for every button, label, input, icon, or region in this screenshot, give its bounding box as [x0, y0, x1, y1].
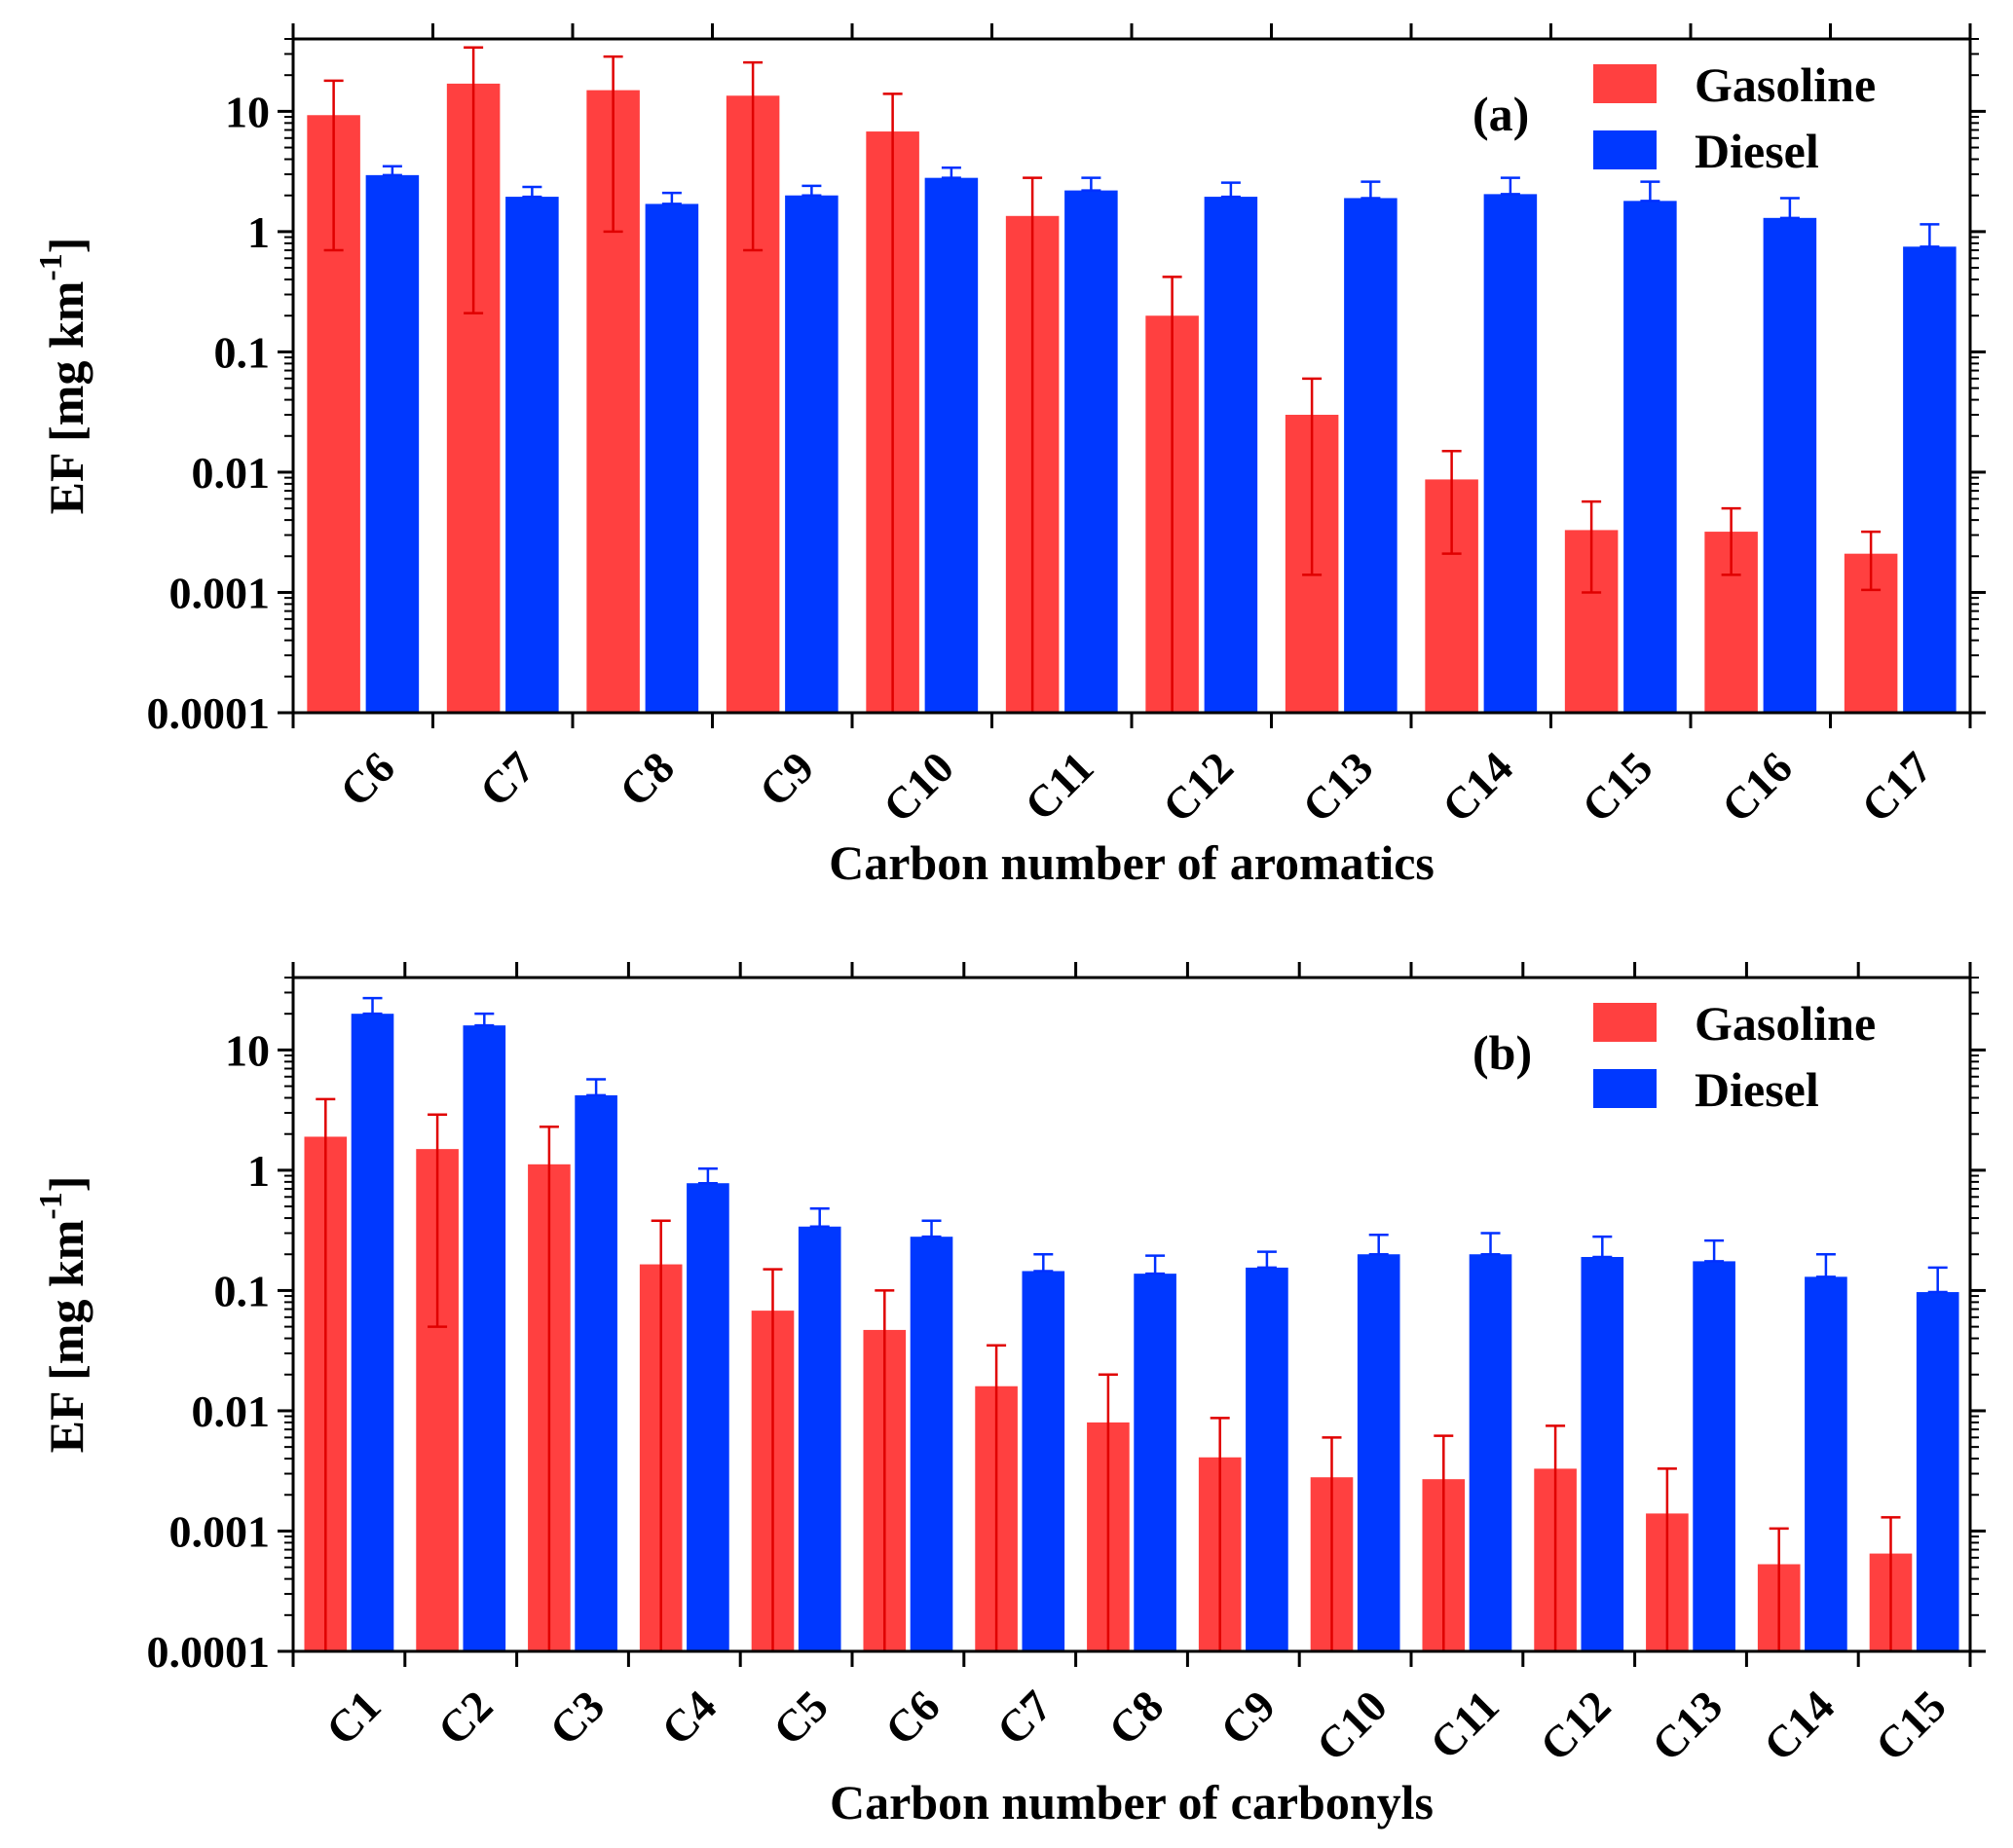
- bar-diesel-c8: [1134, 1274, 1176, 1651]
- plot-frame-a: [291, 37, 1972, 715]
- bar-diesel-c11: [1469, 1254, 1512, 1651]
- x-tick-label-c3: C3: [540, 1681, 614, 1755]
- bar-diesel-c6: [910, 1237, 953, 1651]
- y-axis-title-close-a: ]: [39, 238, 93, 254]
- y-axis-title-main-a: EF [mg km: [39, 281, 93, 515]
- bar-diesel-c13: [1693, 1261, 1735, 1651]
- x-tick-label-c11: C11: [1420, 1681, 1508, 1768]
- x-tick-label-c8: C8: [610, 742, 684, 816]
- x-tick-label-c10: C10: [874, 742, 963, 832]
- x-tick-label-c2: C2: [429, 1681, 503, 1755]
- panel-b: 0.0001 0.001 0.01 0.1 1 10 C1 C2 C3 C4 C5 C6 C7 C8 C9…: [33, 962, 1986, 1830]
- y-tick-label: 1: [247, 207, 270, 257]
- x-tick-label-c7: C7: [470, 742, 544, 816]
- x-tick-label-c8: C8: [1099, 1681, 1173, 1755]
- bar-diesel-c1: [351, 1014, 394, 1651]
- bar-diesel-c4: [687, 1183, 729, 1651]
- bar-diesel-c15: [1916, 1292, 1959, 1651]
- x-tick-label-c12: C12: [1530, 1681, 1620, 1770]
- y-tick-label: 0.1: [214, 1266, 271, 1315]
- x-axis-title-a: Carbon number of aromatics: [829, 835, 1435, 890]
- error-bars-b: [316, 996, 1948, 1651]
- x-tick-label-c15: C15: [1866, 1681, 1956, 1770]
- x-tick-label-c7: C7: [988, 1681, 1062, 1755]
- x-tick-label-c4: C4: [652, 1681, 726, 1755]
- x-tick-label-c12: C12: [1153, 742, 1243, 832]
- bar-diesel-c12: [1581, 1256, 1624, 1651]
- plot-frame-b: [291, 976, 1972, 1653]
- bar-diesel-c13: [1344, 198, 1398, 714]
- x-axis-title-b: Carbon number of carbonyls: [830, 1775, 1434, 1830]
- legend-swatch-gasoline-b: [1593, 1003, 1657, 1042]
- bars-b: [304, 1014, 1959, 1651]
- x-tick-label-c14: C14: [1754, 1681, 1844, 1770]
- legend-label-gasoline-b: Gasoline: [1695, 996, 1876, 1051]
- y-tick-label: 0.1: [214, 327, 271, 377]
- bar-diesel-c9: [785, 195, 839, 714]
- bar-diesel-c7: [505, 197, 559, 714]
- y-tick-label: 0.0001: [147, 1627, 271, 1677]
- legend-swatch-gasoline-a: [1593, 64, 1657, 103]
- x-tick-label-c16: C16: [1712, 742, 1802, 832]
- legend-swatch-diesel-a: [1593, 130, 1657, 169]
- x-tick-label-c15: C15: [1572, 742, 1661, 832]
- bar-diesel-c16: [1763, 217, 1817, 713]
- bar-diesel-c17: [1903, 246, 1957, 713]
- bar-diesel-c15: [1623, 201, 1677, 713]
- y-tick-label: 0.001: [169, 568, 271, 617]
- y-axis-title-sup-b: -1: [33, 1192, 69, 1219]
- y-tick-label: 0.001: [169, 1506, 271, 1556]
- y-axis-title-close-b: ]: [39, 1176, 93, 1193]
- x-tick-label-c6: C6: [330, 742, 404, 816]
- y-tick-label: 0.0001: [147, 688, 271, 738]
- y-tick-label: 0.01: [192, 1386, 271, 1436]
- y-axis-title-b: EF [mg km-1]: [33, 1176, 93, 1454]
- bar-diesel-c3: [575, 1094, 617, 1651]
- error-bars-a: [323, 46, 1940, 713]
- bar-diesel-c11: [1064, 190, 1118, 713]
- y-axis-title-a: EF [mg km-1]: [33, 238, 93, 515]
- bar-diesel-c5: [798, 1226, 841, 1651]
- bar-diesel-c9: [1246, 1267, 1288, 1651]
- bar-diesel-c10: [924, 177, 979, 713]
- bar-diesel-c14: [1483, 194, 1538, 713]
- y-tick-label: 10: [225, 87, 270, 136]
- legend-label-diesel-b: Diesel: [1695, 1062, 1819, 1117]
- x-tick-label-c17: C17: [1851, 742, 1941, 832]
- x-tick-label-c10: C10: [1307, 1681, 1397, 1770]
- panel-label-b: (b): [1472, 1025, 1532, 1080]
- legend-swatch-diesel-b: [1593, 1069, 1657, 1108]
- x-tick-label-c6: C6: [876, 1681, 950, 1755]
- y-axis-title-main-b: EF [mg km: [39, 1220, 93, 1454]
- y-tick-label: 1: [247, 1146, 270, 1196]
- x-tick-label-c5: C5: [764, 1681, 838, 1755]
- legend-label-diesel-a: Diesel: [1695, 124, 1819, 178]
- bar-diesel-c12: [1204, 197, 1258, 714]
- bar-diesel-c14: [1805, 1276, 1847, 1651]
- x-tick-label-c11: C11: [1015, 742, 1102, 830]
- x-tick-label-c13: C13: [1292, 742, 1382, 832]
- x-tick-label-c14: C14: [1433, 742, 1522, 832]
- x-tick-label-c9: C9: [1211, 1681, 1285, 1755]
- bar-diesel-c2: [463, 1025, 506, 1651]
- bar-diesel-c6: [365, 174, 420, 713]
- panel-label-a: (a): [1472, 87, 1529, 141]
- x-tick-label-c9: C9: [750, 742, 824, 816]
- legend-b: Gasoline Diesel: [1593, 996, 1876, 1117]
- y-axis-b: 0.0001 0.001 0.01 0.1 1 10: [147, 977, 1986, 1677]
- x-tick-label-c1: C1: [317, 1681, 391, 1755]
- legend-label-gasoline-a: Gasoline: [1695, 57, 1876, 112]
- bar-diesel-c10: [1357, 1254, 1400, 1651]
- x-tick-label-c13: C13: [1642, 1681, 1732, 1770]
- legend-a: Gasoline Diesel: [1593, 57, 1876, 178]
- y-tick-label: 10: [225, 1025, 270, 1075]
- bar-diesel-c7: [1022, 1271, 1065, 1651]
- y-tick-label: 0.01: [192, 448, 271, 498]
- bar-diesel-c8: [645, 203, 699, 713]
- y-axis-title-sup-a: -1: [33, 253, 69, 280]
